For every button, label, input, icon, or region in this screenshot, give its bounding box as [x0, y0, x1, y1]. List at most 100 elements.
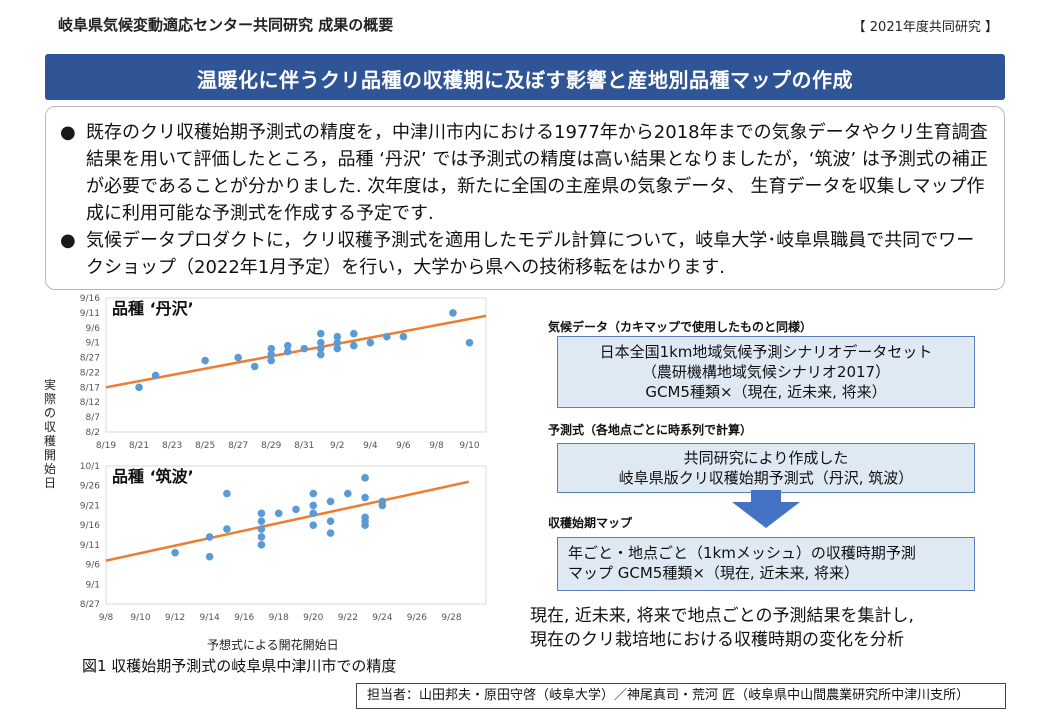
- x-tick-label: 8/21: [129, 441, 149, 451]
- header-title: 岐阜県気候変動適応センター共同研究 成果の概要: [58, 16, 394, 34]
- data-point: [378, 501, 387, 510]
- y-tick-label: 8/7: [86, 413, 100, 423]
- x-tick-label: 9/18: [269, 613, 289, 623]
- chart-title: 品種 ‘丹沢’: [112, 299, 194, 318]
- year-badge: 【 2021年度共同研究 】: [852, 20, 998, 35]
- data-point: [309, 489, 318, 498]
- data-point: [257, 541, 266, 549]
- data-point: [135, 383, 143, 392]
- x-tick-label: 9/28: [441, 613, 461, 623]
- x-tick-label: 9/14: [200, 613, 220, 623]
- down-arrow-icon: [732, 502, 800, 528]
- y-tick-label: 9/11: [80, 541, 100, 551]
- data-point: [309, 509, 318, 518]
- map-box-line: マップ GCM5種類×（現在, 近未来, 将来）: [568, 564, 859, 582]
- formula-box-line: 共同研究により作成した: [683, 449, 849, 467]
- summary-box: ● 既存のクリ収穫始期予測式の精度を，中津川市内における1977年から2018年…: [45, 106, 1005, 290]
- data-point: [366, 338, 375, 347]
- climate-box-line: 日本全国1km地域気候予測シナリオデータセット: [599, 343, 933, 361]
- x-tick-label: 9/8: [429, 441, 444, 451]
- y-tick-label: 9/1: [86, 580, 100, 590]
- data-point: [283, 341, 292, 350]
- map-box: 年ごと・地点ごと（1kmメッシュ）の収穫時期予測 マップ GCM5種類×（現在,…: [557, 537, 975, 591]
- formula-label: 予測式（各地点ごとに時系列で計算）: [548, 423, 753, 437]
- chart-svg: 品種 ‘筑波’ 10/1 9/26 9/21 9/16 9/11 9/6 9/1 8/27 9/8…: [80, 462, 487, 623]
- bullet-icon: ●: [60, 122, 76, 143]
- plot-area: [105, 297, 487, 433]
- chart-tsukuba: 品種 ‘筑波’ 10/1 9/26 9/21 9/16 9/11 9/6 9/1 8/27 9/8…: [66, 458, 506, 634]
- data-point: [316, 329, 325, 338]
- data-point: [399, 332, 408, 341]
- figure-caption: 図1 収穫始期予測式の岐阜県中津川市での精度: [82, 657, 397, 675]
- x-tick-label: 8/31: [294, 441, 314, 451]
- result-line: 現在, 近未来, 将来で地点ごとの予測結果を集計し,: [530, 606, 914, 626]
- data-point: [201, 356, 209, 365]
- formula-box-line: 岐阜県版クリ収穫始期予測式（丹沢, 筑波）: [618, 469, 914, 487]
- x-tick-label: 9/4: [363, 441, 378, 451]
- y-tick-label: 8/2: [86, 428, 100, 438]
- data-point: [350, 341, 358, 350]
- x-tick-label: 9/10: [459, 441, 479, 451]
- chart-tanzawa: 品種 ‘丹沢’ 9/16 9/11 9/6 9/1 8/27 8/22 8/17 8/12 8/7…: [66, 294, 506, 456]
- y-tick-label: 9/16: [80, 294, 100, 304]
- x-axis-label: 予想式による開花開始日: [207, 638, 339, 652]
- plot-area: [105, 465, 487, 605]
- data-point: [257, 517, 266, 525]
- data-point: [344, 489, 352, 498]
- result-text: 現在, 近未来, 将来で地点ごとの予測結果を集計し, 現在のクリ栽培地における収…: [530, 604, 914, 652]
- y-tick-label: 8/27: [80, 354, 100, 364]
- data-point: [350, 329, 358, 338]
- data-point: [316, 338, 325, 347]
- data-point: [361, 493, 369, 502]
- x-tick-label: 8/19: [96, 441, 116, 451]
- data-point: [361, 474, 369, 482]
- data-point: [267, 344, 276, 353]
- y-tick-label: 8/22: [80, 368, 100, 378]
- y-tick-label: 9/21: [80, 501, 100, 511]
- trend-line: [105, 480, 469, 562]
- x-tick-label: 9/22: [338, 613, 358, 623]
- bullet-icon: ●: [60, 230, 76, 251]
- data-point: [326, 497, 335, 506]
- page-title: 温暖化に伴うクリ品種の収穫期に及ぼす影響と産地別品種マップの作成: [197, 68, 853, 92]
- data-point: [326, 517, 335, 525]
- data-point: [316, 344, 325, 353]
- data-point: [326, 529, 335, 537]
- data-point: [300, 344, 309, 353]
- data-point: [205, 552, 214, 561]
- data-point: [267, 350, 276, 359]
- y-axis-label: 実際の収穫開始日: [43, 378, 56, 490]
- chart-svg: 品種 ‘丹沢’ 9/16 9/11 9/6 9/1 8/27 8/22 8/17 8/12 8/7…: [80, 294, 487, 451]
- data-point: [309, 521, 318, 529]
- data-point: [267, 356, 276, 365]
- y-tick-label: 8/17: [80, 383, 100, 393]
- y-tick-label: 9/26: [80, 482, 100, 492]
- x-tick-label: 9/16: [234, 613, 254, 623]
- data-point: [383, 332, 391, 341]
- data-point: [257, 509, 266, 518]
- result-line: 現在のクリ栽培地における収穫時期の変化を分析: [530, 630, 904, 650]
- data-point: [449, 309, 457, 317]
- data-point: [223, 525, 231, 533]
- data-point: [333, 332, 342, 341]
- x-tick-label: 9/10: [130, 613, 150, 623]
- x-tick-label: 9/2: [330, 441, 344, 451]
- contact-box: 担当者：山田邦夫・原田守啓（岐阜大学）／神尾真司・荒河 匠（岐阜県中山間農業研究…: [356, 683, 1006, 709]
- summary-item-1: 既存のクリ収穫始期予測式の精度を，中津川市内における1977年から2018年まで…: [86, 122, 988, 224]
- climate-data-box: 日本全国1km地域気候予測シナリオデータセット （農研機構地域気候シナリオ201…: [557, 336, 975, 408]
- data-point: [250, 362, 259, 371]
- x-tick-label: 9/6: [396, 441, 411, 451]
- data-point: [205, 533, 214, 541]
- y-tick-label: 9/16: [80, 521, 100, 531]
- x-tick-label: 8/27: [228, 441, 248, 451]
- climate-box-line: （農研機構地域気候シナリオ2017）: [641, 363, 891, 381]
- data-point: [333, 338, 342, 347]
- x-tick-label: 9/8: [99, 613, 114, 623]
- data-point: [309, 501, 318, 510]
- x-tick-label: 8/25: [195, 441, 215, 451]
- x-tick-label: 8/23: [162, 441, 182, 451]
- map-label: 収穫始期マップ: [548, 516, 633, 530]
- data-point: [361, 521, 369, 529]
- x-tick-label: 9/20: [303, 613, 323, 623]
- data-point: [257, 533, 266, 541]
